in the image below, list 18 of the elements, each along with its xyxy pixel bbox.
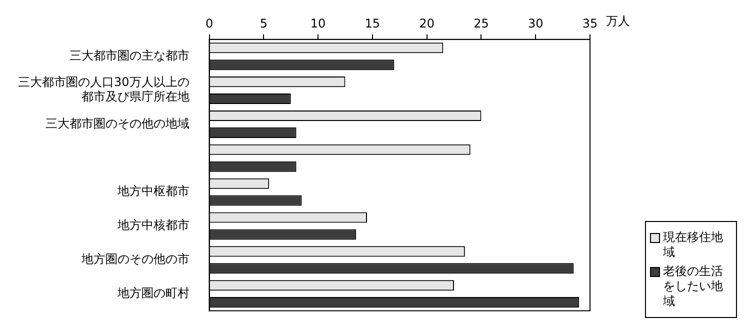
y-tick-label: 地方中核都市 — [116, 218, 190, 232]
x-tick-label: 0 — [205, 16, 214, 30]
x-tick-label: 35 — [582, 16, 598, 30]
x-tick-label: 25 — [474, 16, 489, 30]
x-tick-label: 5 — [260, 16, 268, 30]
x-tick-label: 20 — [419, 16, 434, 30]
x-tick-label: 30 — [528, 16, 544, 30]
x-axis-title: 万人 — [606, 14, 630, 28]
x-tick-label: 15 — [364, 16, 380, 30]
y-tick-label: 地方圏のその他の市 — [80, 252, 190, 266]
y-tick-label: 地方中枢都市 — [116, 184, 190, 198]
legend-label: 老後の生活をしたい地域 — [663, 264, 724, 309]
legend-label: 現在移住地域 — [663, 230, 724, 260]
y-tick-label: 三大都市圏のその他の地域 — [45, 116, 190, 130]
y-tick-label: 三大都市圏の人口30万人以上の都市及び県庁所在地 — [18, 75, 190, 104]
x-tick-label: 10 — [310, 16, 326, 30]
y-tick-label: 地方圏の町村 — [116, 286, 190, 300]
y-tick-label: 三大都市圏の主な都市 — [69, 48, 190, 62]
